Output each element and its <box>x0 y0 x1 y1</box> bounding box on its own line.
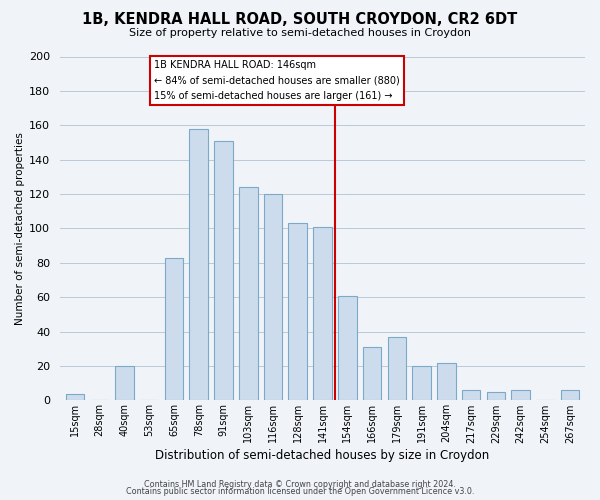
Bar <box>190 128 208 400</box>
Text: Contains HM Land Registry data © Crown copyright and database right 2024.: Contains HM Land Registry data © Crown c… <box>144 480 456 489</box>
Text: 1B, KENDRA HALL ROAD, SOUTH CROYDON, CR2 6DT: 1B, KENDRA HALL ROAD, SOUTH CROYDON, CR2… <box>82 12 518 28</box>
Y-axis label: Number of semi-detached properties: Number of semi-detached properties <box>15 132 25 325</box>
Bar <box>164 258 183 400</box>
Bar <box>462 390 481 400</box>
Bar <box>239 187 257 400</box>
Text: Contains public sector information licensed under the Open Government Licence v3: Contains public sector information licen… <box>126 487 474 496</box>
Bar <box>263 194 282 400</box>
Bar <box>388 337 406 400</box>
Bar <box>487 392 505 400</box>
Bar <box>289 224 307 400</box>
Bar <box>65 394 84 400</box>
Bar <box>363 347 382 401</box>
Bar <box>412 366 431 400</box>
Bar <box>214 141 233 401</box>
Bar <box>561 390 580 400</box>
Text: Size of property relative to semi-detached houses in Croydon: Size of property relative to semi-detach… <box>129 28 471 38</box>
Bar <box>338 296 356 401</box>
Bar <box>511 390 530 400</box>
Bar <box>437 362 455 401</box>
Text: 1B KENDRA HALL ROAD: 146sqm
← 84% of semi-detached houses are smaller (880)
15% : 1B KENDRA HALL ROAD: 146sqm ← 84% of sem… <box>154 60 400 101</box>
Bar <box>313 226 332 400</box>
X-axis label: Distribution of semi-detached houses by size in Croydon: Distribution of semi-detached houses by … <box>155 450 490 462</box>
Bar <box>115 366 134 400</box>
